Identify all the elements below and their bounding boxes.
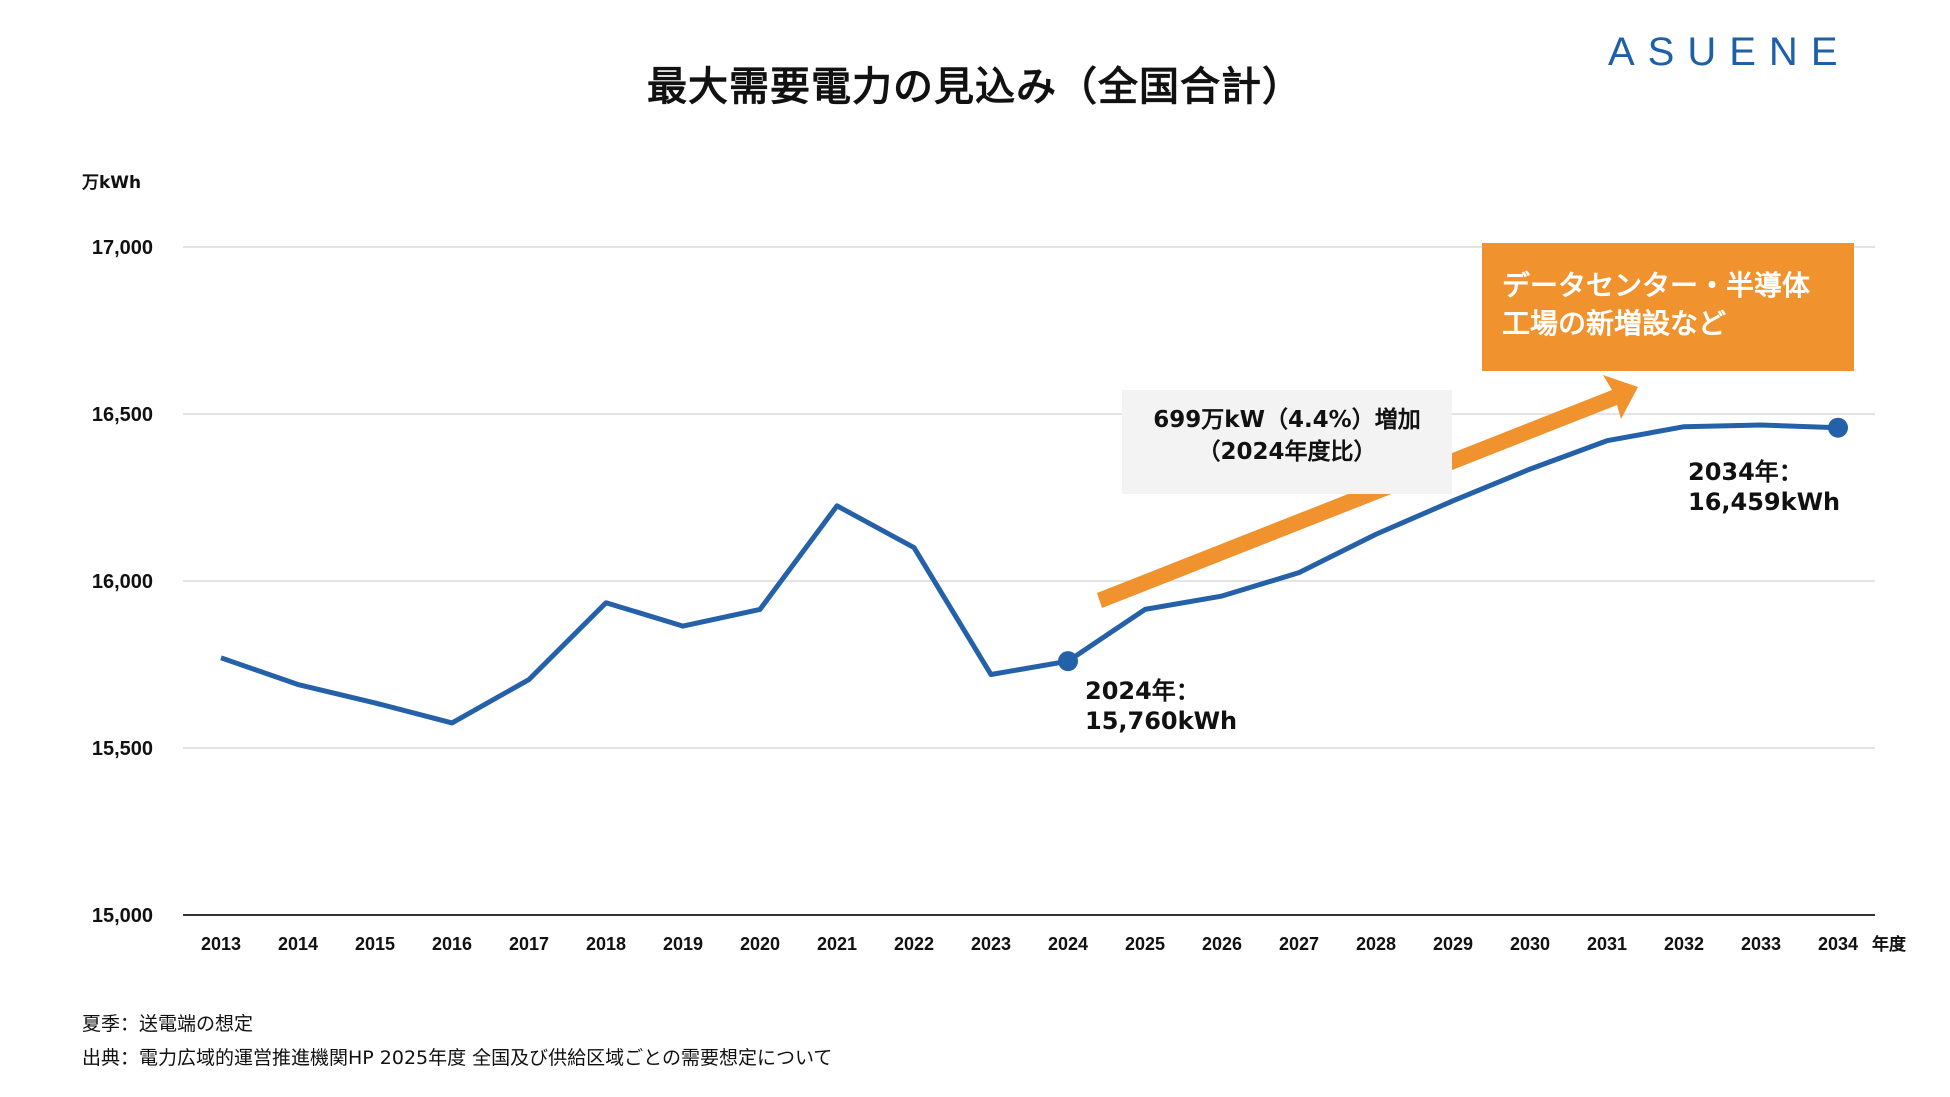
growth-annotation-line2: （2024年度比） <box>1197 439 1377 465</box>
x-tick-label: 2023 <box>971 934 1011 954</box>
y-tick-label: 17,000 <box>92 237 153 259</box>
point-label-2034-value: 16,459kWh <box>1688 488 1841 516</box>
growth-annotation: 699万kW（4.4%）増加 （2024年度比） <box>1122 390 1452 494</box>
x-tick-label: 2027 <box>1279 934 1319 954</box>
data-point-marker-2024 <box>1058 651 1078 672</box>
y-axis-unit-label: 万kWh <box>82 173 142 193</box>
page-title: 最大需要電力の見込み（全国合計） <box>647 64 1303 110</box>
x-tick-label: 2021 <box>817 934 857 954</box>
callout-box: データセンター・半導体 工場の新増設など <box>1482 243 1854 371</box>
footnote-source: 出典：電力広域的運営推進機関HP 2025年度 全国及び供給区域ごとの需要想定に… <box>82 1047 833 1069</box>
series-layer <box>220 422 1839 726</box>
x-tick-label: 2029 <box>1433 934 1473 954</box>
marker-layer <box>1058 417 1848 672</box>
y-tick-label: 16,500 <box>92 404 153 426</box>
footnote-season: 夏季：送電端の想定 <box>82 1013 254 1035</box>
point-label-2024-value: 15,760kWh <box>1085 707 1238 735</box>
x-tick-label: 2031 <box>1587 934 1627 954</box>
x-tick-labels: 2013 2014 2015 2016 2017 2018 2019 2020 2021 2022… <box>201 934 1858 954</box>
x-tick-label: 2022 <box>894 934 934 954</box>
x-axis-unit-label: 年度 <box>1872 935 1906 955</box>
data-point-marker-2034 <box>1828 417 1848 438</box>
x-tick-label: 2020 <box>740 934 780 954</box>
point-label-2034: 2034年： 16,459kWh <box>1688 457 1840 517</box>
x-tick-label: 2025 <box>1125 934 1165 954</box>
x-tick-label: 2017 <box>509 934 549 954</box>
x-tick-label: 2024 <box>1048 934 1088 954</box>
point-label-2034-year: 2034年： <box>1688 458 1803 486</box>
point-label-2024: 2024年： 15,760kWh <box>1085 676 1237 736</box>
y-tick-label: 15,000 <box>92 905 153 927</box>
x-tick-label: 2015 <box>355 934 395 954</box>
x-tick-label: 2016 <box>432 934 472 954</box>
x-tick-label: 2032 <box>1664 934 1704 954</box>
growth-annotation-line1: 699万kW（4.4%）増加 <box>1153 407 1421 433</box>
footnotes: 夏季：送電端の想定 出典：電力広域的運営推進機関HP 2025年度 全国及び供給… <box>82 1007 832 1075</box>
x-tick-label: 2014 <box>278 934 318 954</box>
asuene-logo: ASUENE <box>1608 30 1851 74</box>
y-tick-label: 15,500 <box>92 738 153 760</box>
x-tick-label: 2026 <box>1202 934 1242 954</box>
x-tick-label: 2030 <box>1510 934 1550 954</box>
y-tick-labels: 15,000 15,500 16,000 16,500 17,000 <box>92 237 153 927</box>
x-tick-label: 2013 <box>201 934 241 954</box>
y-tick-label: 16,000 <box>92 571 153 593</box>
point-label-2024-year: 2024年： <box>1085 677 1200 705</box>
series-line <box>220 422 1839 726</box>
callout-line1: データセンター・半導体 <box>1502 269 1811 302</box>
x-tick-label: 2034 <box>1818 934 1858 954</box>
callout-line2: 工場の新増設など <box>1502 307 1727 340</box>
x-tick-label: 2028 <box>1356 934 1396 954</box>
x-tick-label: 2018 <box>586 934 626 954</box>
x-tick-label: 2033 <box>1741 934 1781 954</box>
x-tick-label: 2019 <box>663 934 703 954</box>
